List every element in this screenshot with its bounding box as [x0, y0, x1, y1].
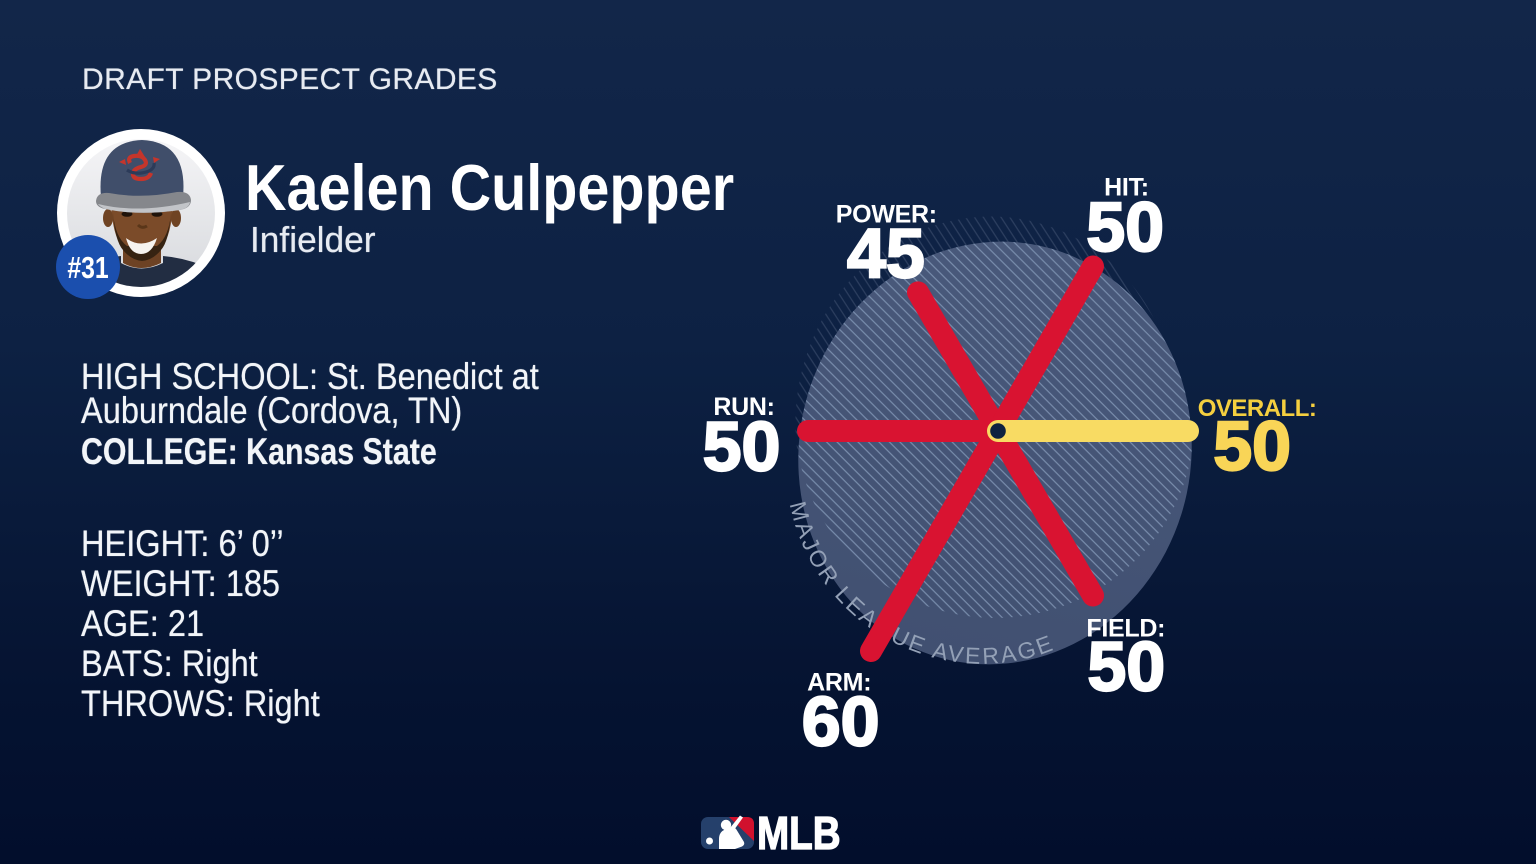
svg-text:60: 60: [802, 682, 880, 760]
svg-text:OVERALL:: OVERALL:: [1198, 395, 1317, 422]
svg-text:FIELD:: FIELD:: [1086, 615, 1165, 643]
svg-text:ARM:: ARM:: [807, 668, 871, 696]
svg-text:50: 50: [1086, 188, 1164, 266]
svg-text:50: 50: [1213, 407, 1291, 485]
svg-text:50: 50: [1087, 628, 1165, 706]
svg-text:45: 45: [847, 214, 925, 292]
svg-text:HIT:: HIT:: [1104, 174, 1149, 202]
svg-text:#31: #31: [67, 250, 108, 284]
svg-text:50: 50: [703, 407, 781, 485]
svg-text:POWER:: POWER:: [836, 201, 937, 229]
svg-text:MLB: MLB: [757, 812, 841, 856]
svg-text:RUN:: RUN:: [713, 393, 774, 421]
